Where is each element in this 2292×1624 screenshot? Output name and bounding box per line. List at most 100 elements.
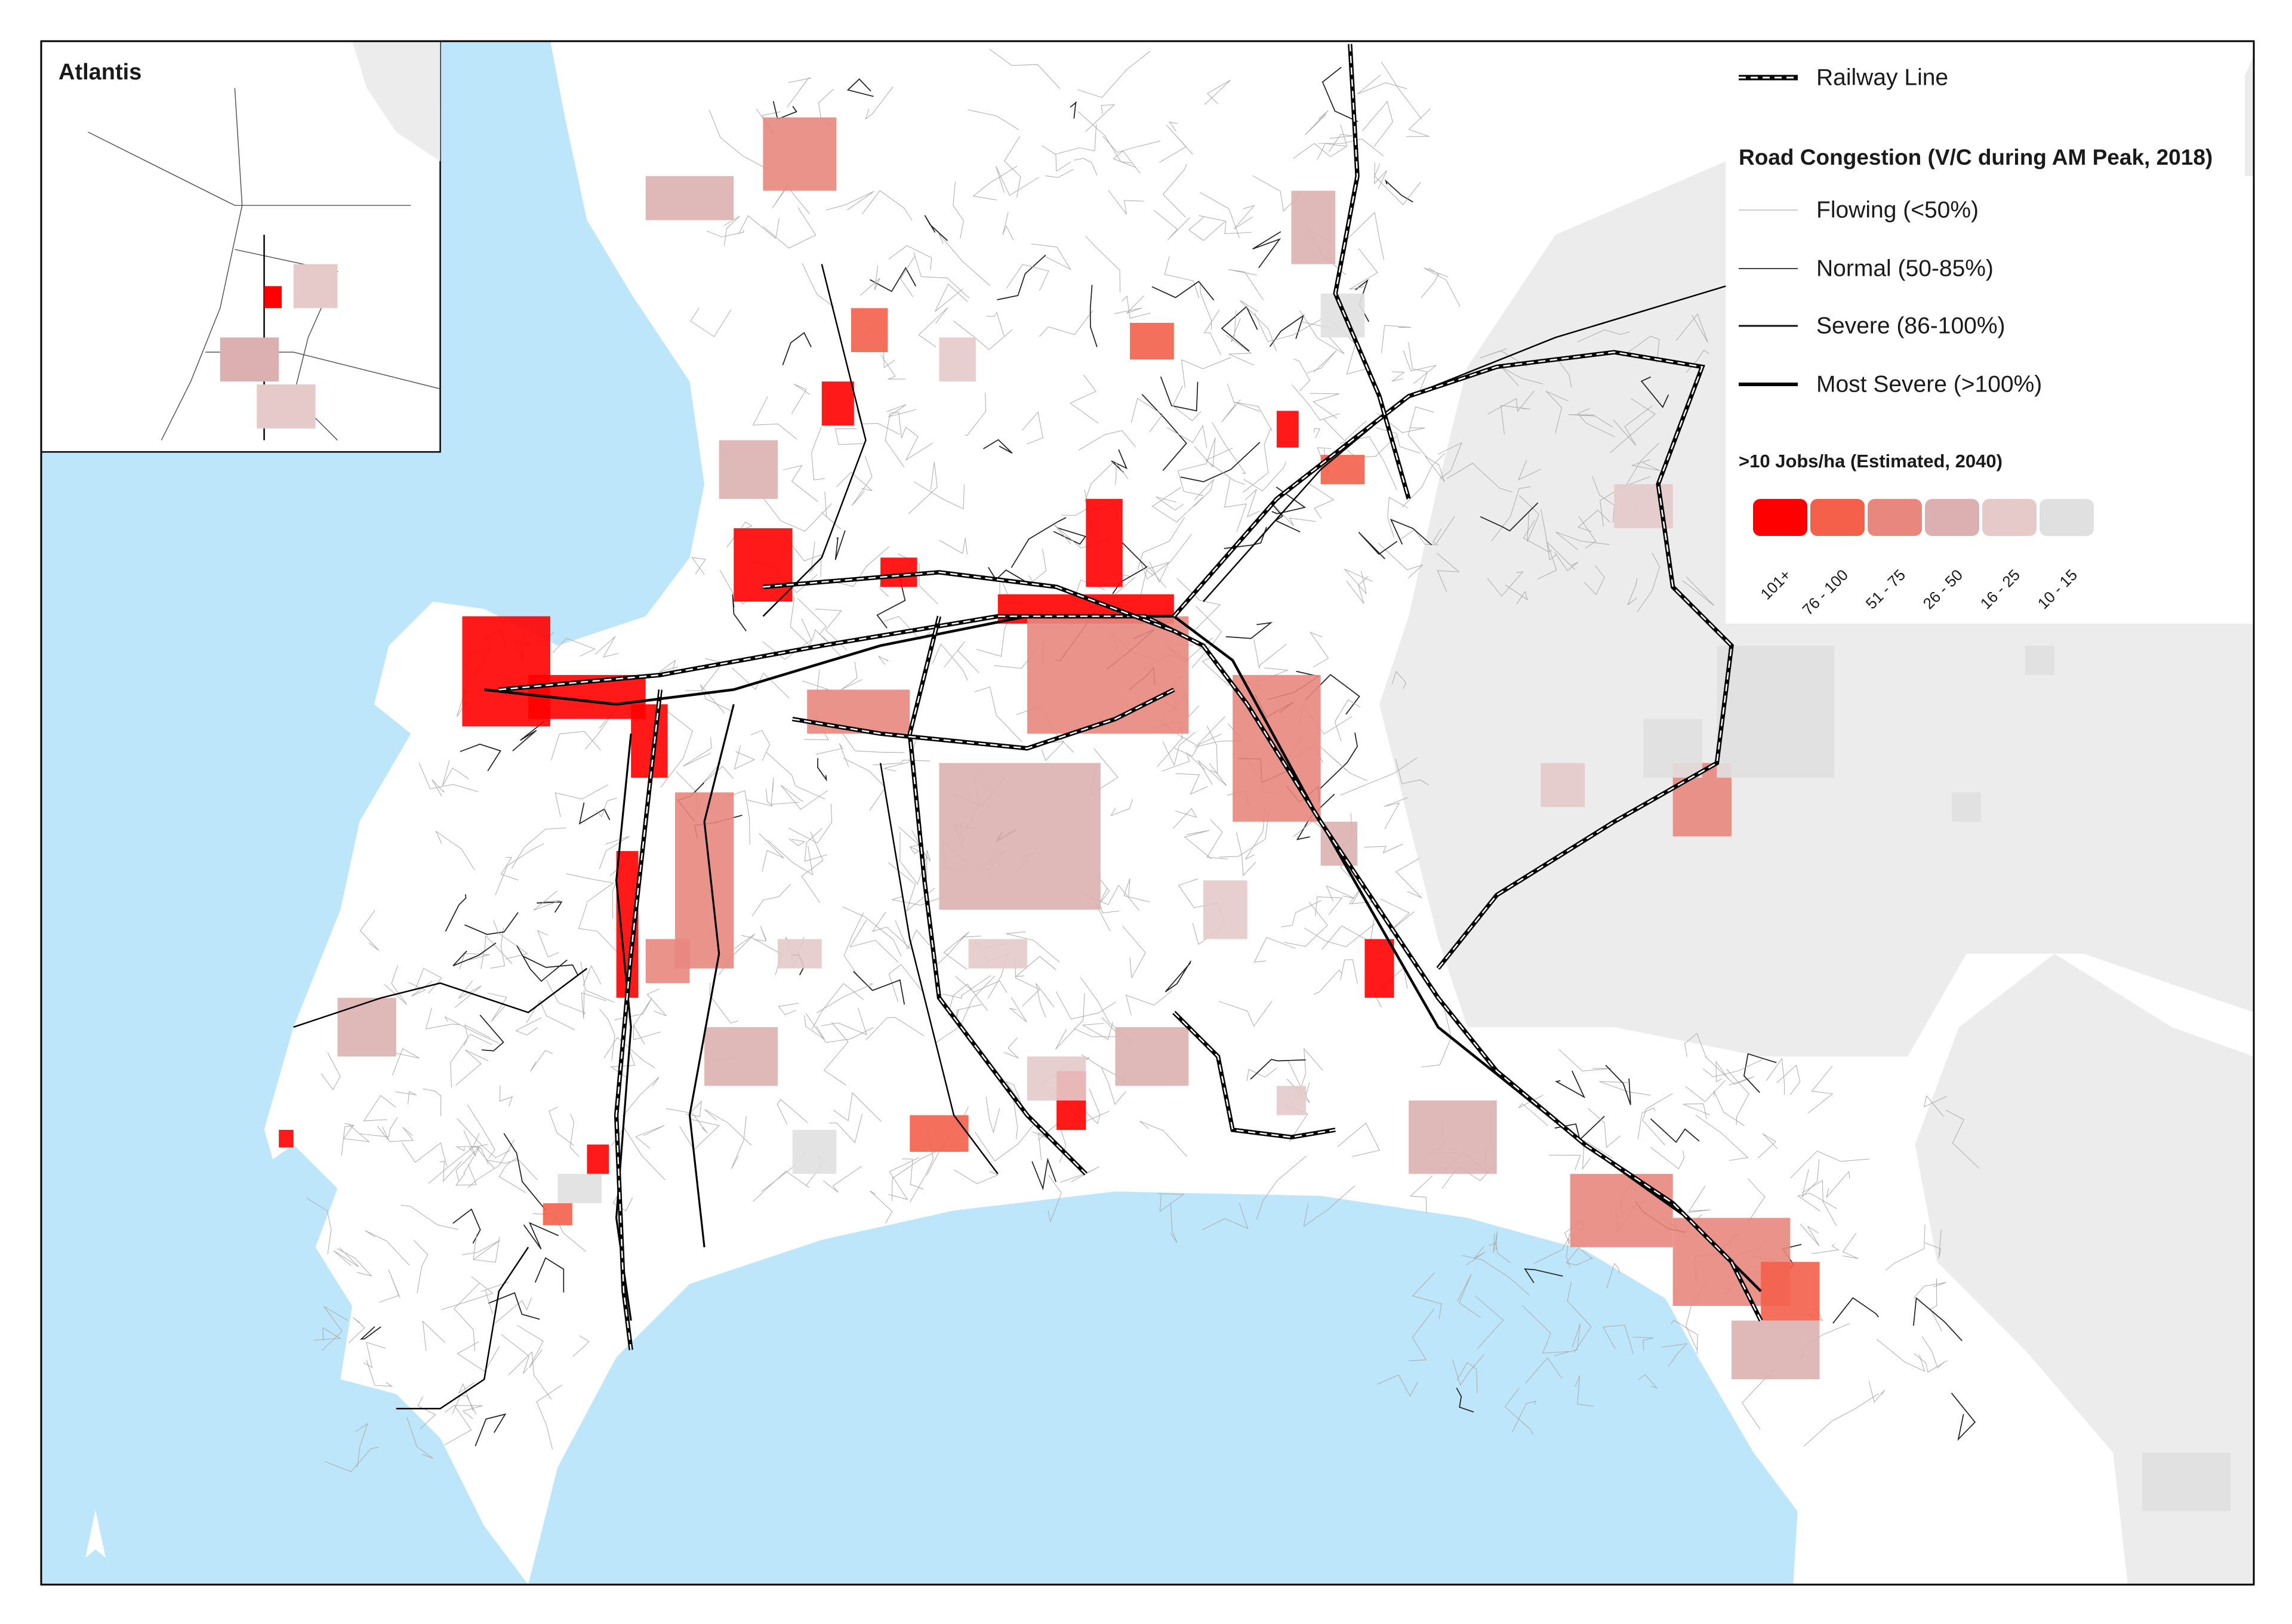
road-flowing	[1121, 295, 1151, 319]
job-zone	[1364, 939, 1394, 998]
job-zone	[587, 1144, 609, 1174]
road-flowing	[843, 757, 886, 811]
road-flowing	[306, 1197, 332, 1255]
road-flowing	[935, 975, 996, 1043]
road-flowing	[1466, 1246, 1486, 1266]
road-normal	[1743, 1053, 1777, 1093]
road-flowing	[956, 1004, 982, 1021]
job-zone	[1276, 411, 1299, 448]
road-flowing	[701, 762, 734, 785]
road-normal	[1011, 517, 1067, 568]
road-flowing	[738, 215, 780, 239]
map-layers	[41, 41, 2254, 1585]
road-flowing	[955, 976, 1008, 993]
road-flowing	[766, 752, 825, 800]
road-normal	[1605, 1065, 1631, 1105]
road-flowing	[1307, 350, 1337, 374]
road-flowing	[546, 979, 586, 1015]
job-zone	[1570, 1173, 1673, 1247]
road-normal	[1089, 285, 1098, 347]
legend-job-swatch	[1925, 499, 1979, 536]
road-flowing	[856, 409, 900, 435]
road-normal	[452, 942, 497, 966]
road-flowing	[873, 760, 931, 766]
road-flowing	[825, 191, 874, 211]
road-flowing	[1055, 993, 1085, 1050]
road-flowing	[1803, 1393, 1879, 1447]
road-flowing	[731, 1116, 747, 1169]
railway-line-dash	[909, 616, 1087, 1175]
road-flowing	[1349, 248, 1378, 290]
road-flowing	[1577, 329, 1630, 343]
road-flowing	[812, 982, 864, 1030]
road-flowing	[900, 255, 916, 297]
road-flowing	[1114, 295, 1144, 315]
road-flowing	[1452, 1354, 1484, 1386]
road-flowing	[801, 831, 824, 903]
road-flowing	[1108, 190, 1144, 215]
road-flowing	[1085, 104, 1116, 132]
road-flowing	[1153, 209, 1190, 241]
road-flowing	[886, 404, 917, 417]
road-flowing	[1812, 1243, 1840, 1255]
road-flowing	[1326, 885, 1355, 902]
road-flowing	[1218, 1001, 1273, 1027]
railway-line-dash	[1334, 44, 1410, 500]
road-flowing	[1323, 419, 1367, 442]
road-flowing	[1114, 462, 1129, 485]
road-flowing	[1305, 110, 1329, 135]
road-flowing	[815, 608, 848, 651]
legend-road-label: Most Severe (>100%)	[1816, 371, 2042, 397]
road-flowing	[453, 1283, 480, 1351]
road-flowing	[1425, 455, 1445, 482]
road-flowing	[646, 988, 667, 1016]
road-flowing	[935, 283, 968, 312]
road-flowing	[1395, 858, 1422, 899]
road-flowing	[549, 1107, 575, 1146]
road-flowing	[348, 1317, 365, 1343]
road-flowing	[1293, 359, 1311, 392]
road-flowing	[462, 1240, 500, 1260]
road-flowing	[1172, 808, 1197, 829]
road-normal	[293, 967, 588, 1028]
road-flowing	[1627, 578, 1638, 606]
road-flowing	[895, 920, 930, 950]
road-flowing	[1493, 1231, 1498, 1253]
road-flowing	[1096, 875, 1111, 932]
road-flowing	[1082, 1022, 1114, 1040]
road-flowing	[1374, 162, 1387, 189]
road-flowing	[1555, 531, 1610, 550]
road-flowing	[836, 472, 873, 491]
road-flowing	[823, 1022, 849, 1086]
job-zone	[645, 176, 734, 220]
road-flowing	[783, 465, 818, 502]
road-flowing	[1340, 757, 1418, 796]
road-flowing	[804, 1015, 825, 1040]
road-flowing	[833, 1092, 882, 1122]
road-flowing	[1945, 1110, 1980, 1169]
road-flowing	[953, 1169, 999, 1184]
road-flowing	[511, 827, 566, 869]
road-flowing	[457, 1341, 500, 1372]
road-flowing	[1606, 1262, 1620, 1289]
road-flowing	[1776, 1064, 1801, 1095]
road-flowing	[1200, 284, 1212, 329]
job-zone	[939, 337, 976, 382]
legend-road-label: Severe (86-100%)	[1816, 313, 2006, 338]
job-zone	[337, 997, 396, 1057]
road-flowing	[581, 990, 607, 1019]
road-flowing	[1797, 1192, 1837, 1212]
road-normal	[516, 945, 568, 982]
road-flowing	[435, 830, 475, 870]
road-normal	[997, 254, 1046, 301]
road-normal	[853, 970, 905, 1004]
road-normal	[1318, 732, 1358, 790]
road-flowing	[1568, 414, 1613, 428]
road-flowing	[1406, 108, 1431, 137]
road-flowing	[493, 920, 528, 960]
road-flowing	[1002, 212, 1014, 240]
road-flowing	[888, 245, 932, 270]
road-flowing	[809, 541, 815, 574]
road-flowing	[942, 975, 991, 999]
road-flowing	[1923, 1095, 1947, 1117]
